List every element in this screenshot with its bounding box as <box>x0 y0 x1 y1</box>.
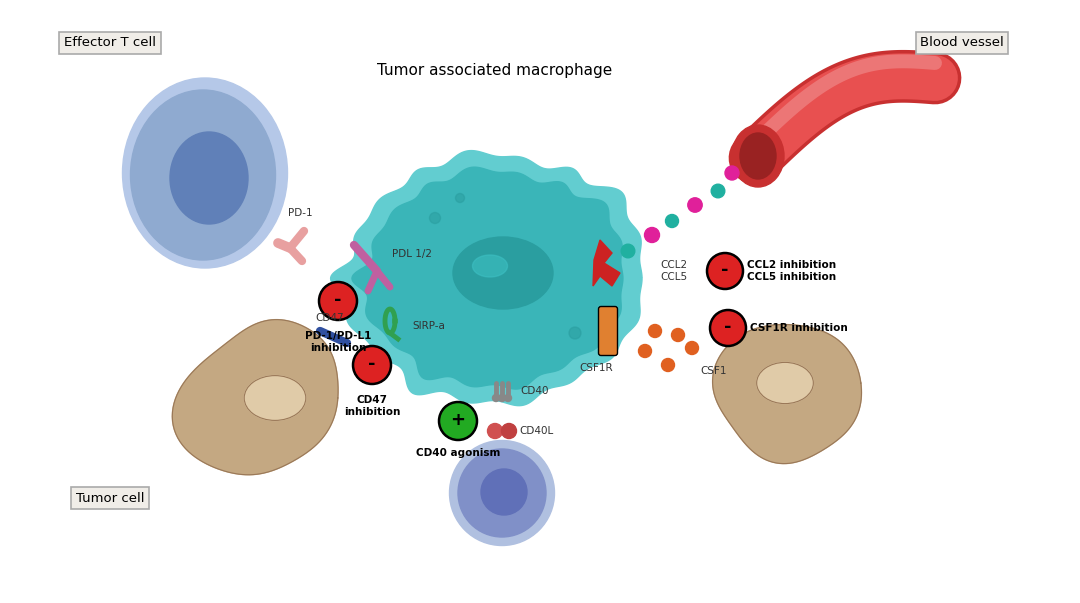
Ellipse shape <box>458 449 546 537</box>
Ellipse shape <box>449 441 554 546</box>
Circle shape <box>353 346 391 384</box>
Circle shape <box>725 166 739 180</box>
Text: -: - <box>368 355 376 373</box>
Circle shape <box>487 423 502 438</box>
Polygon shape <box>330 151 642 406</box>
Circle shape <box>648 324 661 338</box>
Circle shape <box>319 282 357 320</box>
Text: CSF1R inhibition: CSF1R inhibition <box>750 323 848 333</box>
Text: CD47: CD47 <box>315 313 345 323</box>
Ellipse shape <box>740 133 777 179</box>
Polygon shape <box>352 167 623 389</box>
Text: Tumor associated macrophage: Tumor associated macrophage <box>377 63 612 78</box>
Circle shape <box>569 327 581 339</box>
Text: CCL2 inhibition
CCL5 inhibition: CCL2 inhibition CCL5 inhibition <box>747 260 836 282</box>
Text: CD40L: CD40L <box>519 426 553 436</box>
Circle shape <box>621 244 635 258</box>
Circle shape <box>504 394 512 402</box>
Text: PD-1/PD-L1
inhibition: PD-1/PD-L1 inhibition <box>305 331 372 353</box>
Circle shape <box>710 310 746 346</box>
Circle shape <box>501 423 516 438</box>
Text: Tumor cell: Tumor cell <box>76 491 145 505</box>
Text: -: - <box>725 318 732 336</box>
Circle shape <box>686 341 699 355</box>
Circle shape <box>456 194 464 203</box>
Text: PDL 1/2: PDL 1/2 <box>392 249 432 259</box>
Circle shape <box>638 344 651 358</box>
Text: -: - <box>334 291 341 309</box>
Polygon shape <box>173 320 338 475</box>
Ellipse shape <box>453 237 553 309</box>
Text: CCL2
CCL5: CCL2 CCL5 <box>660 260 687 282</box>
Circle shape <box>665 215 678 227</box>
Ellipse shape <box>170 132 248 224</box>
Ellipse shape <box>131 90 275 260</box>
Text: SIRP-a: SIRP-a <box>411 321 445 331</box>
Text: -: - <box>721 261 729 279</box>
Circle shape <box>438 402 477 440</box>
Circle shape <box>492 394 499 402</box>
Ellipse shape <box>473 255 508 277</box>
Text: CSF1: CSF1 <box>700 366 727 376</box>
Ellipse shape <box>757 362 813 403</box>
Polygon shape <box>713 324 862 464</box>
Text: CD40: CD40 <box>519 386 549 396</box>
Text: Effector T cell: Effector T cell <box>64 37 156 49</box>
Text: CD47
inhibition: CD47 inhibition <box>343 395 401 417</box>
Circle shape <box>672 329 685 341</box>
Text: CD40 agonism: CD40 agonism <box>416 448 500 458</box>
Ellipse shape <box>732 125 784 187</box>
Circle shape <box>712 184 725 198</box>
Circle shape <box>707 253 743 289</box>
Text: PD-1: PD-1 <box>287 208 312 218</box>
FancyBboxPatch shape <box>598 306 618 356</box>
Polygon shape <box>593 240 620 286</box>
Circle shape <box>645 227 660 242</box>
Circle shape <box>499 394 505 402</box>
Circle shape <box>661 359 675 371</box>
Ellipse shape <box>481 469 527 515</box>
Text: Blood vessel: Blood vessel <box>920 37 1004 49</box>
Ellipse shape <box>122 78 287 268</box>
Text: +: + <box>450 411 465 429</box>
Text: CSF1R: CSF1R <box>579 363 612 373</box>
Circle shape <box>688 198 702 212</box>
Circle shape <box>430 212 441 224</box>
Ellipse shape <box>244 376 306 420</box>
